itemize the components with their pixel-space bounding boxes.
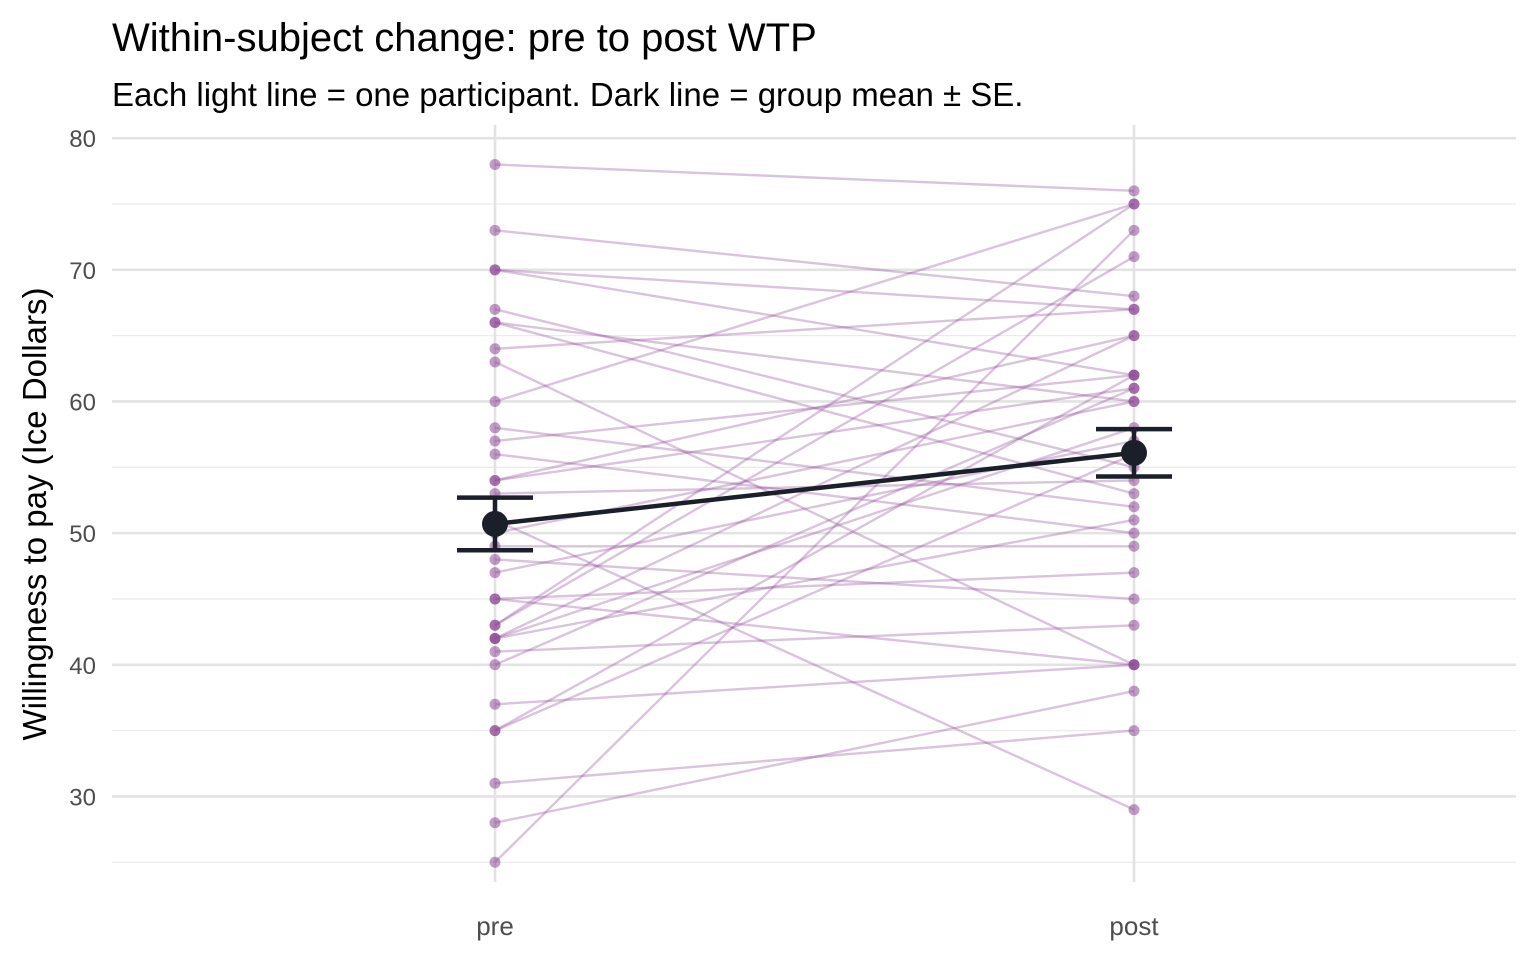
mean-point-pre [482,510,508,537]
participant-point-post [1128,514,1140,526]
participant-line [494,308,1135,351]
participant-point-pre [489,777,501,789]
participant-point-pre [489,395,501,407]
participant-point-post [1128,593,1140,605]
participant-point-post [1128,198,1140,210]
participant-line [494,374,1135,732]
mean-point-post [1121,439,1147,466]
participant-line [494,321,1135,403]
participant-point-post [1128,527,1140,539]
participant-point-pre [489,224,501,236]
y-axis-label: Willingness to pay (Ice Dollars) [16,288,53,741]
participant-point-pre [489,619,501,631]
participant-line [494,202,1135,627]
participant-line [494,689,1135,824]
participant-point-post [1128,330,1140,342]
participant-point-pre [489,264,501,276]
y-tick-label: 40 [69,653,96,680]
participant-point-pre [489,856,501,868]
participant-point-pre [489,474,501,486]
participant-point-post [1128,251,1140,263]
participant-line [494,229,1135,298]
participant-line [494,387,1135,482]
participant-point-post [1128,540,1140,552]
participant-line [494,426,1135,508]
y-tick-label: 80 [69,126,96,153]
group-mean [457,426,1172,553]
participant-line [494,360,1135,666]
y-tick-label: 30 [69,784,96,811]
participant-point-pre [489,448,501,460]
participant-point-pre [489,646,501,658]
participant-line [494,597,1135,666]
x-tick-label: post [1109,911,1159,941]
participant-line [494,518,1135,640]
participant-line [494,163,1135,193]
y-tick-label: 70 [69,258,96,285]
participant-point-post [1128,725,1140,737]
participant-point-pre [489,593,501,605]
participant-point-post [1128,185,1140,197]
participant-line [494,387,1135,666]
participant-line [494,255,1135,627]
participant-line [494,229,1135,864]
participant-point-post [1128,804,1140,816]
participant-line [494,308,1135,469]
chart-subtitle: Each light line = one participant. Dark … [112,76,1023,113]
participant-point-pre [489,725,501,737]
participant-point-pre [489,659,501,671]
participant-point-post [1128,685,1140,697]
participant-line [494,268,1135,311]
participant-point-pre [489,567,501,579]
participant-point-pre [489,343,501,355]
x-axis-ticks: pre post [476,911,1159,941]
participant-point-pre [489,435,501,447]
participant-point-post [1128,290,1140,302]
participant-line [494,334,1135,482]
participant-point-pre [489,316,501,328]
participant-line [494,571,1135,601]
participant-line [494,268,1135,377]
participant-line [494,453,1135,732]
participant-point-post [1128,395,1140,407]
participant-point-post [1128,567,1140,579]
participant-point-pre [489,422,501,434]
participant-line [494,663,1135,706]
participant-point-pre [489,356,501,368]
y-tick-label: 50 [69,521,96,548]
y-tick-label: 60 [69,389,96,416]
x-tick-label: pre [476,911,514,941]
grid [112,125,1516,882]
participant-point-post [1128,619,1140,631]
participant-point-pre [489,553,501,565]
participant-line [494,452,1135,535]
participant-point-post [1128,224,1140,236]
participant-point-post [1128,382,1140,394]
participant-point-post [1128,369,1140,381]
participant-line [494,518,1135,811]
y-axis-ticks: 30 40 50 60 70 80 [69,126,96,811]
participant-line [494,558,1135,601]
participant-line [494,202,1135,403]
participant-line [494,373,1135,443]
participant-point-post [1128,303,1140,315]
participant-point-post [1128,501,1140,513]
participant-point-pre [489,158,501,170]
participant-point-pre [489,632,501,644]
participant-point-pre [489,303,501,315]
participant-line [494,729,1135,785]
participant-line [494,624,1135,653]
participant-point-pre [489,698,501,710]
participant-point-pre [489,817,501,829]
mean-line [494,450,1135,527]
participant-point-post [1128,488,1140,500]
participant-lines [489,158,1140,868]
participant-point-post [1128,659,1140,671]
chart-title: Within-subject change: pre to post WTP [112,16,817,60]
